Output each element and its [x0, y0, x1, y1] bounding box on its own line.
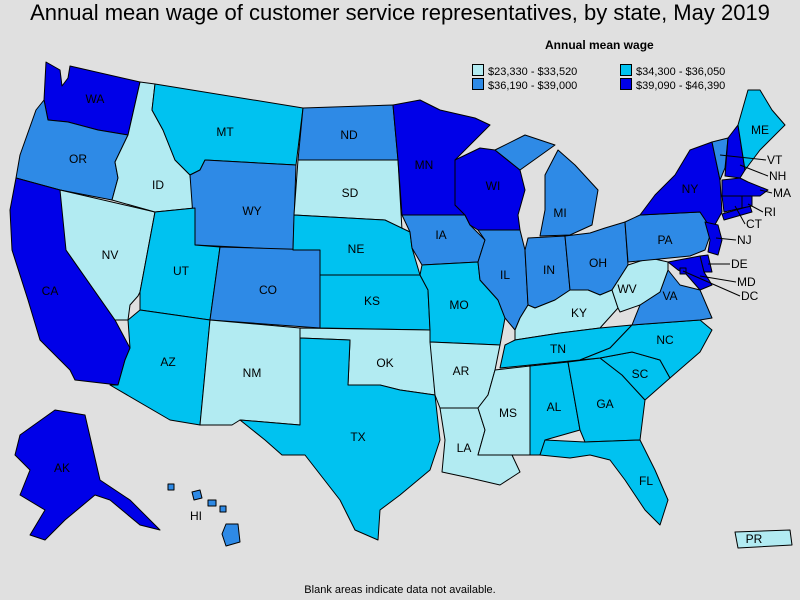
state-ak[interactable] — [14, 409, 161, 541]
state-me[interactable] — [737, 89, 786, 171]
state-label-nc: NC — [656, 333, 674, 347]
state-label-md: MD — [737, 275, 756, 289]
state-label-tx: TX — [350, 430, 365, 444]
state-label-nj: NJ — [737, 233, 752, 247]
state-fl[interactable] — [539, 439, 669, 526]
state-label-ny: NY — [682, 182, 699, 196]
state-label-ia: IA — [435, 228, 446, 242]
state-label-ak: AK — [54, 461, 70, 475]
state-label-in: IN — [543, 263, 555, 277]
state-label-ok: OK — [376, 356, 393, 370]
state-label-nh: NH — [769, 169, 786, 183]
state-label-hi: HI — [190, 509, 202, 523]
state-label-nd: ND — [340, 128, 358, 142]
state-label-la: LA — [457, 441, 472, 455]
legend-swatch — [472, 64, 484, 76]
leader-line-nh — [739, 164, 769, 177]
state-label-pr: PR — [746, 532, 763, 546]
legend-label: $36,190 - $39,000 — [488, 80, 578, 92]
legend-label: $34,300 - $36,050 — [636, 66, 726, 78]
state-label-wv: WV — [617, 282, 636, 296]
state-ri[interactable] — [741, 195, 753, 209]
state-label-wa: WA — [86, 92, 105, 106]
leader-line-ma — [759, 189, 773, 194]
state-label-co: CO — [259, 283, 277, 297]
legend-swatch — [620, 64, 632, 76]
legend-item-tier-2: $36,190 - $39,000 — [472, 78, 577, 93]
state-label-va: VA — [662, 289, 677, 303]
state-label-ga: GA — [596, 397, 613, 411]
state-label-mn: MN — [415, 158, 434, 172]
legend-item-tier-1: $34,300 - $36,050 — [620, 64, 725, 79]
state-label-id: ID — [152, 178, 164, 192]
state-label-nv: NV — [102, 248, 119, 262]
state-label-ca: CA — [42, 284, 59, 298]
state-label-vt: VT — [767, 153, 783, 167]
state-wv[interactable] — [611, 257, 669, 313]
leader-line-vt — [719, 154, 767, 161]
state-wi[interactable] — [454, 147, 526, 231]
state-md[interactable] — [667, 255, 713, 291]
state-label-ks: KS — [364, 294, 380, 308]
state-label-nm: NM — [243, 366, 262, 380]
state-il[interactable] — [477, 229, 529, 331]
state-label-dc: DC — [741, 289, 759, 303]
state-label-ky: KY — [571, 306, 587, 320]
leader-line-ct — [734, 205, 746, 225]
state-label-tn: TN — [550, 342, 566, 356]
state-label-ct: CT — [746, 217, 763, 231]
state-label-or: OR — [69, 152, 87, 166]
state-label-sd: SD — [342, 186, 359, 200]
state-label-de: DE — [731, 257, 748, 271]
state-label-fl: FL — [639, 474, 653, 488]
state-label-ne: NE — [348, 242, 365, 256]
state-label-ar: AR — [453, 364, 470, 378]
state-label-wy: WY — [242, 204, 261, 218]
state-tx[interactable] — [239, 337, 441, 541]
state-label-me: ME — [751, 123, 769, 137]
legend-item-tier-0: $23,330 - $33,520 — [472, 64, 577, 79]
leader-line-nj — [715, 237, 737, 241]
leader-line-md — [699, 275, 737, 283]
state-mi[interactable] — [494, 134, 599, 237]
state-hi[interactable] — [167, 483, 241, 547]
legend-swatch — [472, 78, 484, 90]
state-nj[interactable] — [704, 221, 723, 256]
state-label-mo: MO — [449, 298, 468, 312]
state-label-az: AZ — [160, 355, 175, 369]
state-label-ut: UT — [173, 264, 190, 278]
state-ma[interactable] — [721, 177, 769, 197]
leader-line-ri — [747, 203, 764, 213]
state-label-sc: SC — [632, 367, 649, 381]
legend-label: $39,090 - $46,390 — [636, 80, 726, 92]
state-label-ms: MS — [499, 406, 517, 420]
state-label-mt: MT — [216, 125, 234, 139]
state-label-ri: RI — [764, 205, 776, 219]
map-title: Annual mean wage of customer service rep… — [30, 0, 770, 25]
legend-swatch — [620, 78, 632, 90]
legend-label: $23,330 - $33,520 — [488, 66, 578, 78]
state-label-ma: MA — [773, 186, 791, 200]
leader-line-dc — [682, 270, 741, 297]
state-label-oh: OH — [589, 256, 607, 270]
legend-item-tier-3: $39,090 - $46,390 — [620, 78, 725, 93]
state-label-il: IL — [500, 268, 510, 282]
state-label-wi: WI — [486, 179, 501, 193]
state-label-al: AL — [547, 400, 562, 414]
state-label-mi: MI — [553, 206, 566, 220]
state-label-pa: PA — [657, 233, 672, 247]
legend-title: Annual mean wage — [545, 38, 654, 52]
state-vt[interactable] — [711, 137, 729, 181]
footnote: Blank areas indicate data not available. — [304, 584, 496, 596]
state-pr[interactable] — [734, 529, 793, 549]
